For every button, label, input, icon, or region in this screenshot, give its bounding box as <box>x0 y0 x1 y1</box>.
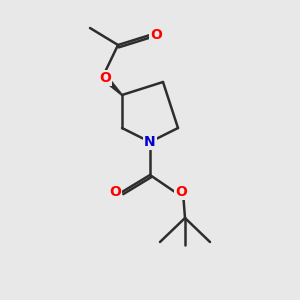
Text: O: O <box>99 71 111 85</box>
Text: O: O <box>150 28 162 42</box>
Text: N: N <box>144 135 156 149</box>
Text: O: O <box>109 185 121 199</box>
Polygon shape <box>103 76 123 96</box>
Text: O: O <box>175 185 187 199</box>
